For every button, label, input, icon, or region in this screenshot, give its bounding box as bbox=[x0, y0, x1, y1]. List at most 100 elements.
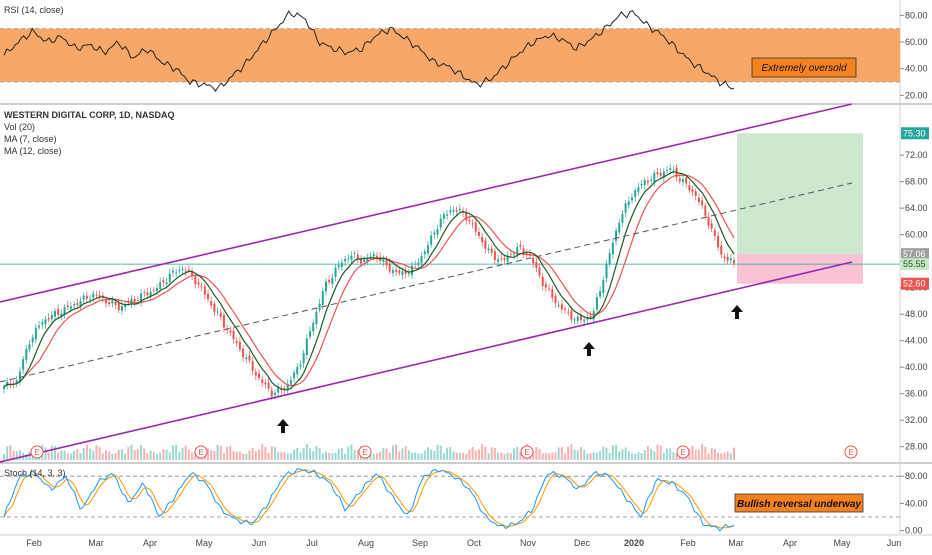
volume-bar bbox=[570, 444, 573, 460]
candle-body bbox=[203, 286, 206, 295]
volume-bar bbox=[369, 451, 372, 460]
earnings-e-icon: E bbox=[30, 445, 44, 459]
candle-body bbox=[560, 304, 563, 310]
candle-body bbox=[28, 344, 31, 350]
time-tick-label: Aug bbox=[358, 538, 374, 548]
candle-body bbox=[643, 180, 646, 186]
candle-body bbox=[701, 200, 704, 206]
volume-bar bbox=[379, 451, 382, 460]
candle-body bbox=[69, 306, 72, 309]
time-tick-label: May bbox=[195, 538, 213, 548]
rsi-axis: 80.00 60.00 40.00 20.00 bbox=[900, 10, 928, 100]
candle-body bbox=[697, 197, 700, 203]
volume-bar bbox=[289, 453, 292, 460]
candle-body bbox=[525, 253, 528, 255]
time-tick-label: Jun bbox=[252, 538, 267, 548]
candle-body bbox=[363, 259, 366, 262]
channel-upper-line[interactable] bbox=[0, 103, 853, 303]
volume-bar bbox=[490, 447, 493, 460]
candle-body bbox=[627, 201, 630, 206]
candle-body bbox=[245, 357, 248, 360]
candle-body bbox=[522, 248, 525, 254]
candle-body bbox=[449, 210, 452, 213]
volume-bar bbox=[535, 447, 538, 460]
volume-bar bbox=[133, 450, 136, 460]
volume-bar bbox=[493, 447, 496, 460]
candle-body bbox=[544, 284, 547, 288]
candle-body bbox=[723, 256, 726, 259]
volume-bar bbox=[666, 448, 669, 460]
volume-bar bbox=[640, 453, 643, 460]
candle-body bbox=[159, 282, 162, 289]
volume-bar bbox=[710, 448, 713, 460]
candle-body bbox=[678, 178, 681, 182]
candle-body bbox=[92, 293, 95, 298]
volume-bar bbox=[713, 449, 716, 460]
candle-body bbox=[50, 314, 53, 320]
candle-body bbox=[589, 315, 592, 318]
stoch-d-line bbox=[3, 469, 735, 529]
volume-bar bbox=[101, 453, 104, 460]
volume-bar bbox=[583, 449, 586, 460]
volume-bar bbox=[273, 446, 276, 460]
candle-body bbox=[369, 256, 372, 258]
volume-bar bbox=[669, 448, 672, 460]
rsi-tick-label: 40.00 bbox=[905, 64, 928, 74]
volume-bar bbox=[114, 453, 117, 460]
candle-body bbox=[567, 311, 570, 313]
candle-body bbox=[666, 169, 669, 171]
volume-bar bbox=[92, 450, 95, 460]
time-axis: Feb Mar Apr May Jun Jul Aug Sep Oct Nov Dec 2020 Feb… bbox=[26, 538, 901, 548]
volume-bar bbox=[433, 450, 436, 460]
volume-bar bbox=[264, 446, 267, 460]
volume-bar bbox=[12, 450, 15, 460]
volume-bar bbox=[646, 446, 649, 460]
candle-body bbox=[124, 304, 127, 308]
price-tick-label: 64.00 bbox=[905, 203, 928, 213]
channel-mid-line[interactable] bbox=[0, 182, 853, 383]
volume-bar bbox=[251, 448, 254, 460]
candle-body bbox=[630, 197, 633, 201]
volume-bar bbox=[9, 445, 12, 460]
candle-body bbox=[111, 300, 114, 304]
candle-body bbox=[187, 269, 190, 271]
volume-bar bbox=[149, 450, 152, 460]
candle-body bbox=[481, 236, 484, 243]
volume-bar bbox=[318, 447, 321, 460]
candle-body bbox=[63, 307, 66, 315]
volume-bar bbox=[414, 452, 417, 460]
candle-body bbox=[442, 214, 445, 219]
candle-body bbox=[82, 295, 85, 300]
candle-body bbox=[538, 267, 541, 276]
volume-bar bbox=[171, 445, 174, 460]
volume-bar bbox=[226, 446, 229, 460]
candle-body bbox=[356, 254, 359, 260]
candle-body bbox=[395, 269, 398, 272]
candle-body bbox=[175, 272, 178, 274]
stoch-note-box bbox=[734, 493, 864, 513]
earnings-marker-label: E bbox=[524, 448, 529, 457]
time-tick-label: 2020 bbox=[624, 538, 644, 548]
stoch-tick-label: 40.00 bbox=[905, 498, 928, 508]
candle-body bbox=[85, 295, 88, 299]
volume-bar bbox=[487, 453, 490, 460]
volume-bar bbox=[305, 444, 308, 460]
time-tick-label: Nov bbox=[520, 538, 537, 548]
volume-bar bbox=[344, 453, 347, 460]
volume-bar bbox=[15, 451, 18, 460]
candle-body bbox=[251, 361, 254, 371]
channel-lower-line[interactable] bbox=[0, 261, 853, 463]
volume-bar bbox=[73, 450, 76, 460]
candle-body bbox=[713, 229, 716, 236]
candle-body bbox=[47, 317, 50, 320]
time-tick-label: Jun bbox=[887, 538, 902, 548]
volume-bar bbox=[235, 451, 238, 460]
candles bbox=[3, 163, 735, 401]
candle-body bbox=[181, 269, 184, 271]
volume-bar bbox=[541, 453, 544, 460]
time-tick-label: Sep bbox=[412, 538, 428, 548]
volume-bar bbox=[726, 451, 729, 460]
volume-bar bbox=[79, 452, 82, 460]
